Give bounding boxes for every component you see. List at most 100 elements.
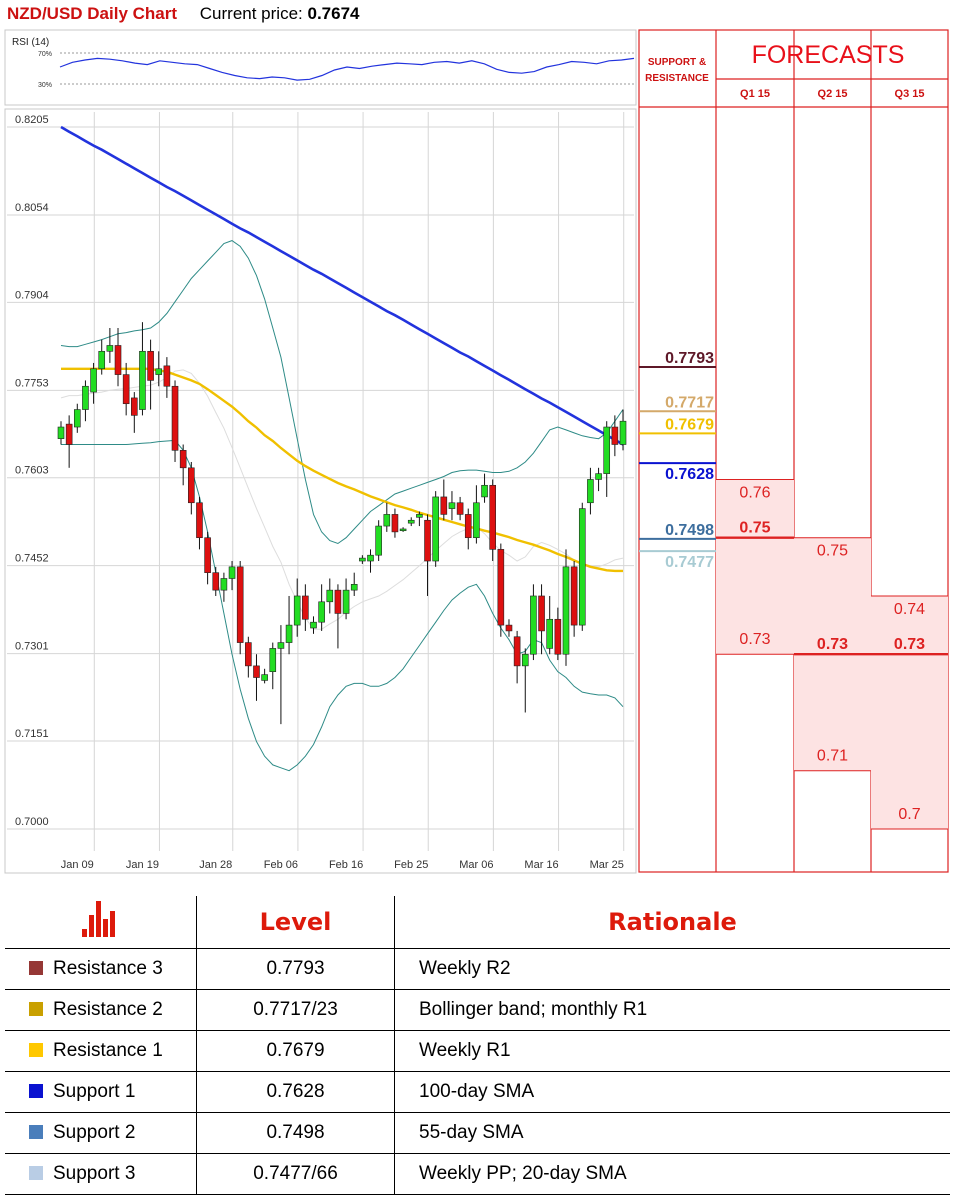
y-axis-ticks: 0.8205 0.8054 0.7904 0.7753 0.7603 0.7452 0.73… <box>15 114 49 828</box>
table-row: Support 1 0.7628 100-day SMA <box>5 1071 950 1113</box>
candle-body <box>277 642 285 649</box>
rsi-frame <box>4 29 637 106</box>
candle <box>399 527 407 532</box>
table-row: Resistance 1 0.7679 Weekly R1 <box>5 1030 950 1072</box>
level-name-cell: Support 1 <box>5 1071 197 1113</box>
candle-body <box>204 537 211 573</box>
candle-body <box>375 525 382 556</box>
forecast-columns: Q1 15 0.76 0.75 0.73 Q2 15 0.75 0.73 0.71 Q3 15 0… <box>716 88 948 830</box>
table-header-icon <box>5 896 197 949</box>
candle-body <box>261 674 268 681</box>
x-tick-label: Feb 06 <box>264 859 298 871</box>
candle <box>302 584 309 631</box>
candle-body <box>587 479 594 504</box>
sr-level-label: 0.7793 <box>665 350 714 367</box>
candle <box>196 496 203 550</box>
candle <box>122 362 130 416</box>
level-name: Resistance 1 <box>53 1040 163 1061</box>
candle <box>440 479 448 521</box>
level-color-swatch <box>29 961 43 975</box>
level-name: Support 3 <box>53 1163 136 1184</box>
forecast-high-value: 0.75 <box>817 543 848 560</box>
candle <box>188 461 195 515</box>
candle-body <box>220 578 228 591</box>
candle <box>261 668 268 684</box>
candle-body <box>416 514 423 518</box>
candle-body <box>318 601 325 623</box>
table-header-rationale: Rationale <box>394 896 950 949</box>
candle <box>587 467 594 515</box>
x-tick-label: Mar 06 <box>459 859 493 871</box>
level-name-cell: Support 3 <box>5 1153 197 1195</box>
candle <box>367 549 374 573</box>
candle <box>489 479 496 562</box>
candle <box>114 327 122 387</box>
sr-level-label: 0.7477 <box>665 554 714 571</box>
candle-body <box>179 450 187 469</box>
table-row: Support 2 0.7498 55-day SMA <box>5 1112 950 1154</box>
sr-level: 0.7793 <box>639 350 716 369</box>
candle-body <box>334 589 342 614</box>
y-tick-label: 0.8205 <box>15 114 49 126</box>
forecast-panel: SUPPORT & RESISTANCE FORECASTS 0.77930.7… <box>638 29 949 873</box>
y-tick-label: 0.8054 <box>15 202 49 214</box>
bar-chart-icon <box>81 901 120 937</box>
level-rationale: Weekly R1 <box>394 1030 950 1072</box>
candle <box>293 578 301 637</box>
candle <box>513 630 521 684</box>
candle-body <box>57 426 65 439</box>
candle <box>285 595 293 655</box>
candle-body <box>464 514 472 539</box>
levels-table: Level Rationale Resistance 3 0.7793 Weekly… <box>5 896 950 1195</box>
candle-body <box>269 648 277 673</box>
candle-body <box>236 566 244 643</box>
candle <box>147 339 154 410</box>
level-rationale: 100-day SMA <box>394 1071 950 1113</box>
x-tick-label: Jan 19 <box>126 859 159 871</box>
candle <box>163 357 171 398</box>
x-tick-label: Mar 25 <box>590 859 624 871</box>
level-name: Support 1 <box>53 1081 136 1102</box>
forecast-low-value: 0.71 <box>817 748 848 765</box>
forecast-quarter-label: Q1 15 <box>740 88 770 100</box>
candle-body <box>611 426 619 445</box>
level-value: 0.7793 <box>196 948 395 990</box>
candle <box>619 409 627 451</box>
plot-frame <box>4 108 637 874</box>
candle <box>334 584 342 649</box>
indicator-line <box>61 439 624 772</box>
candle-body <box>595 473 602 480</box>
level-color-swatch <box>29 1002 43 1016</box>
candle-body <box>603 426 611 474</box>
candle-body <box>619 420 627 445</box>
candle <box>424 514 431 596</box>
candle <box>318 584 325 631</box>
candle <box>310 616 317 634</box>
y-tick-label: 0.7753 <box>15 377 49 389</box>
y-tick-label: 0.7000 <box>15 816 49 828</box>
sr-level: 0.7498 <box>639 522 716 540</box>
sr-level-label: 0.7628 <box>665 466 714 483</box>
candle <box>277 625 285 725</box>
candle-body <box>171 385 179 451</box>
x-tick-label: Mar 16 <box>524 859 558 871</box>
candle <box>253 654 260 701</box>
candle <box>505 619 513 637</box>
candle-body <box>163 365 171 387</box>
x-tick-label: Jan 28 <box>199 859 232 871</box>
candle <box>155 351 163 387</box>
candle <box>562 549 570 666</box>
rsi-label: RSI (14) <box>12 37 49 48</box>
table-header-row: Level Rationale <box>5 896 950 949</box>
forecast-avg-value: 0.73 <box>817 636 848 653</box>
level-name-cell: Resistance 2 <box>5 989 197 1031</box>
level-value: 0.7679 <box>196 1030 395 1072</box>
candle-body <box>139 350 146 410</box>
forecast-column: Q2 15 0.75 0.73 0.71 <box>794 88 871 772</box>
candle-body <box>440 496 448 515</box>
candle-body <box>310 621 317 629</box>
candle-body <box>481 484 488 498</box>
candle <box>464 508 472 550</box>
candle-body <box>65 423 73 445</box>
candle-body <box>106 345 114 352</box>
